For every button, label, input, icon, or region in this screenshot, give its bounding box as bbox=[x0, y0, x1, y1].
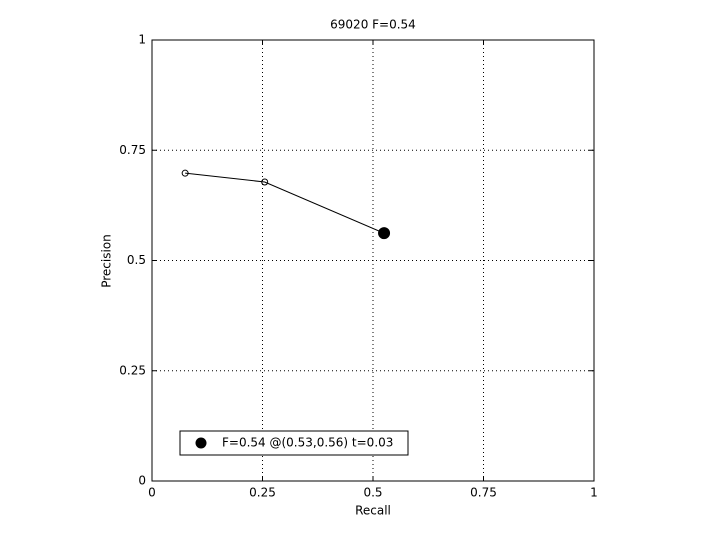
highlight-point bbox=[378, 227, 391, 240]
y-tick-label: 0.5 bbox=[127, 253, 146, 267]
x-tick-label: 0.25 bbox=[249, 486, 276, 500]
plot-frame bbox=[151, 39, 595, 482]
y-axis-label: Precision bbox=[100, 234, 114, 288]
y-tick-label: 0 bbox=[138, 474, 146, 488]
y-tick-label: 1 bbox=[138, 33, 146, 47]
x-tick-label: 0.75 bbox=[470, 486, 497, 500]
point bbox=[181, 169, 189, 177]
x-tick-label: 1 bbox=[590, 486, 598, 500]
y-tick-label: 0.75 bbox=[119, 143, 146, 157]
x-axis-label: Recall bbox=[355, 504, 391, 518]
x-tick-label: 0 bbox=[148, 486, 156, 500]
legend-box bbox=[179, 430, 409, 456]
legend-label: F=0.54 @(0.53,0.56) t=0.03 bbox=[222, 436, 393, 450]
legend-marker bbox=[195, 437, 207, 449]
y-tick-label: 0.25 bbox=[119, 363, 146, 377]
chart-title: 69020 F=0.54 bbox=[330, 18, 416, 32]
series-line bbox=[185, 172, 385, 234]
x-tick-label: 0.5 bbox=[363, 486, 382, 500]
point bbox=[261, 178, 269, 186]
